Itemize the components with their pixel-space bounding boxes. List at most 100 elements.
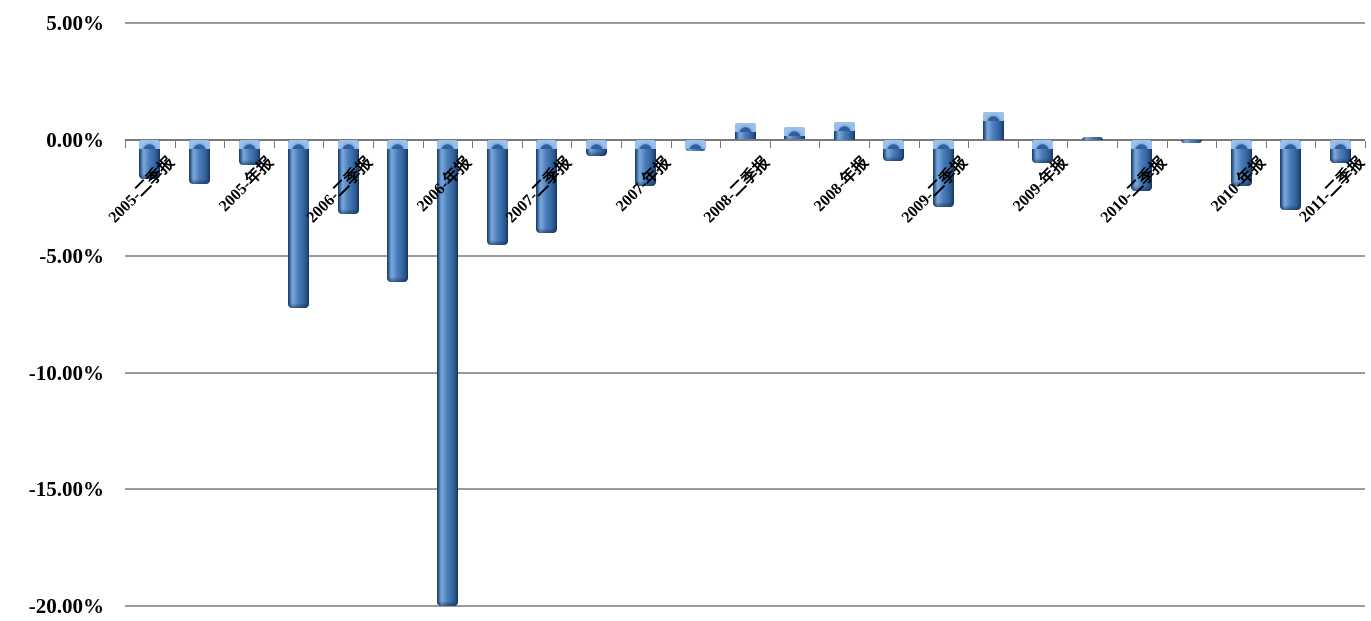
bar-top-cap: [684, 139, 706, 149]
bar-top-cap: [486, 139, 508, 149]
y-axis-tick-label: 0.00%: [46, 127, 104, 152]
bar-bottom-cap: [337, 209, 359, 215]
bar: [387, 139, 409, 282]
axis-tick: [1315, 140, 1317, 148]
bar-bottom-cap: [238, 160, 260, 166]
bar: [635, 139, 657, 187]
bar-top-cap: [734, 123, 756, 133]
bar-top-cap: [188, 139, 210, 149]
bar-bottom-cap: [932, 202, 954, 208]
bar: [1180, 139, 1202, 143]
bar: [1280, 139, 1302, 210]
bar-top-cap: [139, 139, 161, 149]
bar: [337, 139, 359, 215]
y-axis-tick-label: -15.00%: [28, 477, 104, 502]
bar-bottom-cap: [436, 601, 458, 607]
axis-tick: [373, 140, 374, 148]
bar: [784, 126, 806, 140]
axis-tick: [918, 140, 920, 148]
axis-tick: [1166, 140, 1168, 148]
axis-tick: [769, 140, 771, 148]
bar-bottom-cap: [188, 178, 210, 184]
bar-bottom-cap: [585, 150, 607, 156]
axis-tick: [521, 140, 523, 148]
bar-top-cap: [883, 139, 905, 149]
axis-tick: [1067, 140, 1069, 148]
bar-top-cap: [1032, 139, 1054, 149]
bar-top-cap: [1131, 139, 1153, 149]
bar-bottom-cap: [1280, 204, 1302, 210]
gridline: [125, 488, 1365, 491]
bar-bottom-cap: [635, 181, 657, 187]
bar: [982, 111, 1004, 140]
bar: [932, 139, 954, 208]
gridline: [125, 21, 1365, 24]
bar-bottom-cap: [486, 239, 508, 245]
bar: [833, 122, 855, 140]
bar-top-cap: [238, 139, 260, 149]
bar-top-cap: [784, 126, 806, 136]
bar-top-cap: [536, 139, 558, 149]
bar-top-cap: [1230, 139, 1252, 149]
bar: [1032, 139, 1054, 163]
bar-top-cap: [833, 122, 855, 131]
bar: [883, 139, 905, 161]
bar: [1329, 139, 1351, 163]
axis-tick: [1017, 140, 1019, 148]
bar: [1081, 137, 1103, 140]
y-axis-tick-label: -5.00%: [39, 244, 104, 269]
bar-top-cap: [1329, 139, 1351, 149]
bar: [536, 139, 558, 233]
axis-tick: [174, 140, 176, 148]
bar-top-cap: [288, 139, 310, 149]
bar: [486, 139, 508, 245]
bar-bottom-cap: [1230, 181, 1252, 187]
axis-tick: [621, 140, 622, 148]
bar-top-cap: [1280, 139, 1302, 149]
axis-tick: [472, 140, 474, 148]
axis-tick: [323, 140, 325, 148]
bar-bottom-cap: [1032, 157, 1054, 163]
bar-bottom-cap: [1329, 157, 1351, 163]
bar-top-cap: [982, 111, 1004, 121]
axis-tick: [670, 140, 672, 148]
axis-tick: [819, 140, 821, 148]
bar: [585, 139, 607, 156]
axis-tick: [1365, 140, 1366, 148]
bar-top-cap: [436, 139, 458, 149]
axis-tick: [125, 140, 126, 148]
y-axis-tick-label: -20.00%: [28, 594, 104, 619]
bar-bottom-cap: [536, 227, 558, 233]
bar: [1131, 139, 1153, 191]
axis-tick: [224, 140, 226, 148]
axis-tick: [1117, 140, 1118, 148]
bar-top-cap: [932, 139, 954, 149]
bar-bottom-cap: [139, 174, 161, 180]
bar: [734, 123, 756, 140]
bar: [436, 139, 458, 607]
bar: [238, 139, 260, 166]
axis-tick: [422, 140, 424, 148]
bar: [684, 139, 706, 152]
bar: [288, 139, 310, 308]
bar: [1230, 139, 1252, 187]
y-axis-tick-label: 5.00%: [46, 10, 104, 35]
bar-top-cap: [337, 139, 359, 149]
gridline: [125, 255, 1365, 258]
axis-tick: [1216, 140, 1218, 148]
axis-tick: [720, 140, 722, 148]
y-axis-tick-label: -10.00%: [28, 360, 104, 385]
x-axis-line: [125, 138, 1365, 141]
axis-tick: [968, 140, 970, 148]
axis-tick: [273, 140, 275, 148]
axis-tick: [869, 140, 870, 148]
bar-top-cap: [585, 139, 607, 149]
bar-top-cap: [635, 139, 657, 149]
gridline: [125, 371, 1365, 374]
bar-bottom-cap: [387, 276, 409, 282]
bar-bottom-cap: [288, 302, 310, 308]
bar: [188, 139, 210, 184]
axis-tick: [571, 140, 573, 148]
bar: [139, 139, 161, 180]
